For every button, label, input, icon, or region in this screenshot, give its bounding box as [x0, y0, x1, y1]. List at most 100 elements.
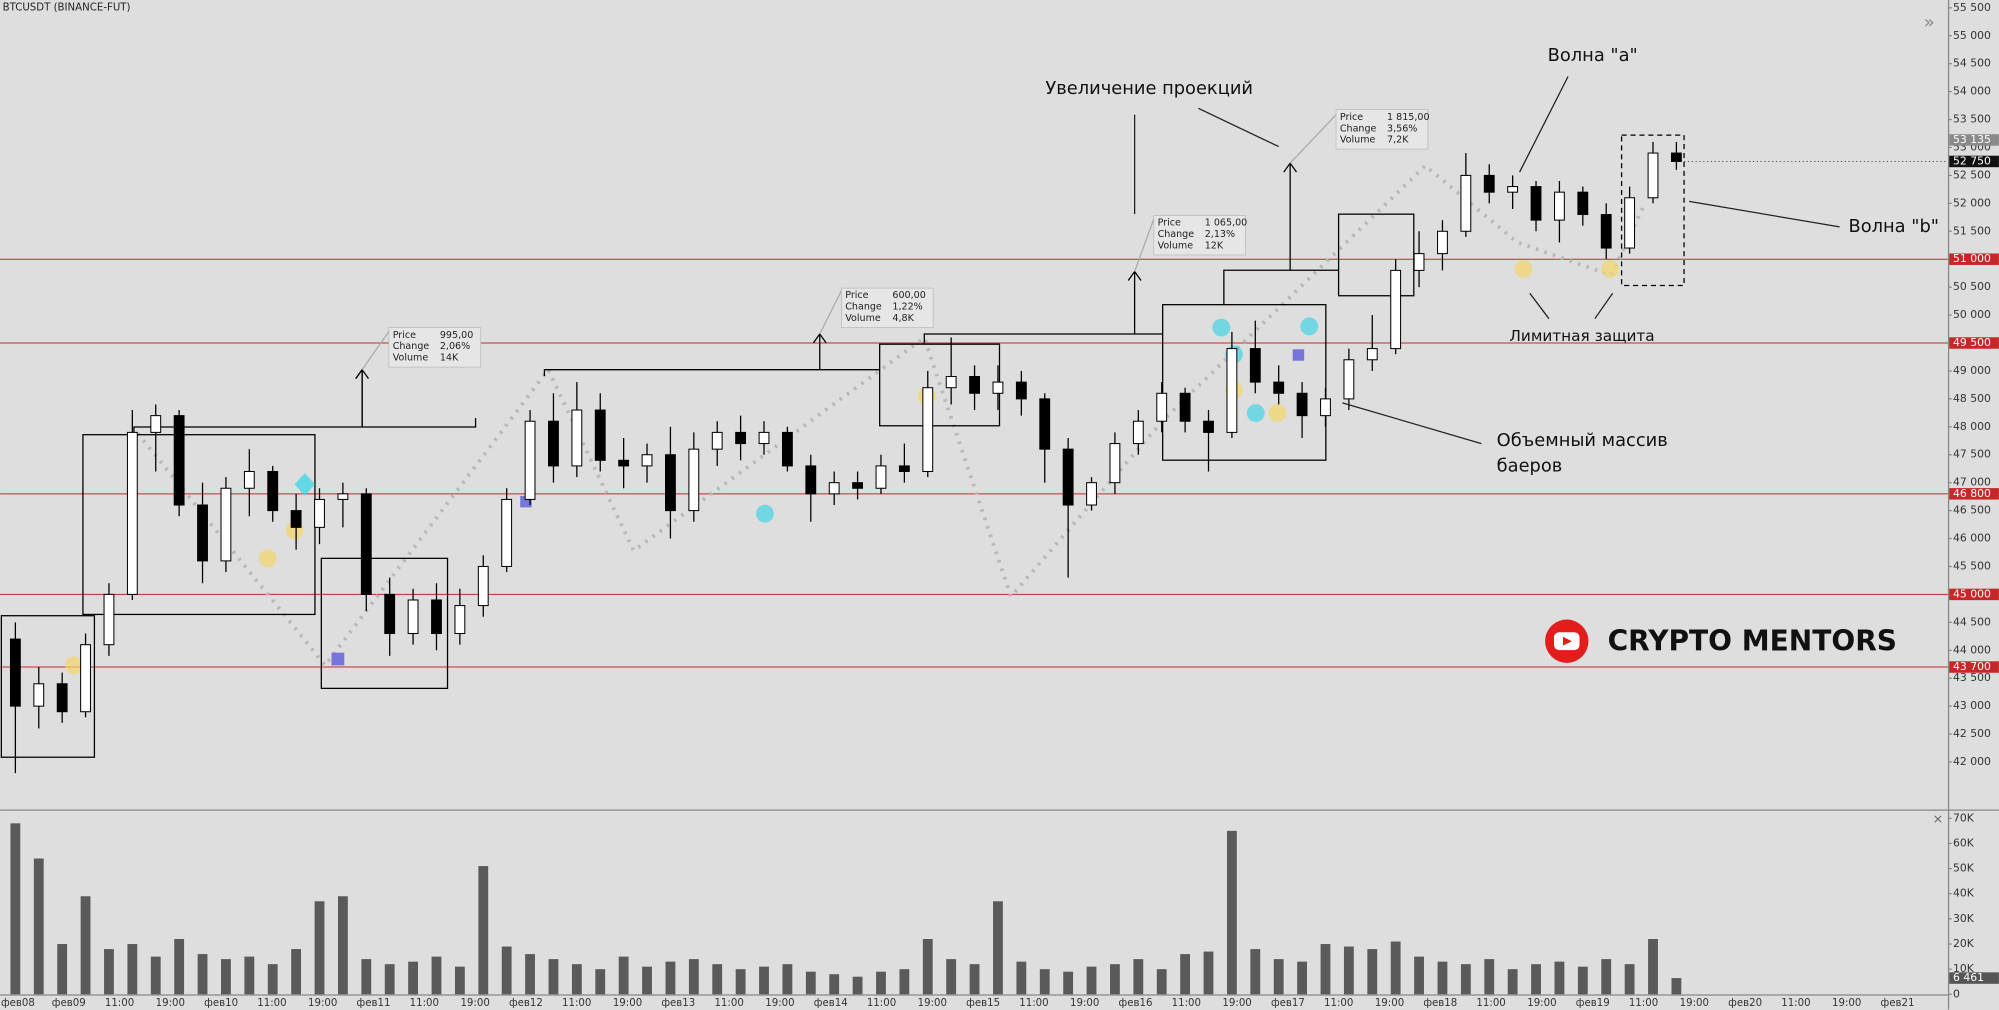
- y-tick-label: 47 500: [1953, 448, 1991, 461]
- pointer: [361, 331, 390, 371]
- volume-tick-label: 30K: [1953, 912, 1975, 925]
- callout-key: Price: [393, 330, 416, 341]
- callout-box: [1153, 215, 1246, 256]
- volume-bar: [759, 966, 769, 995]
- volume-tick-label: 40K: [1953, 887, 1975, 900]
- x-tick-label: 11:00: [1629, 998, 1658, 1009]
- callout-value: 995,00: [440, 330, 473, 341]
- callout-value: 1 065,00: [1205, 218, 1248, 229]
- marker: [1300, 317, 1319, 336]
- candle-body: [477, 565, 489, 607]
- volume-bar: [1648, 938, 1658, 995]
- candle-body: [828, 482, 840, 495]
- volume-bar: [1437, 961, 1448, 995]
- callout-key: Price: [845, 290, 868, 301]
- x-tick-label: фев13: [661, 998, 695, 1009]
- candle-body: [407, 599, 419, 635]
- volume-bar: [1554, 961, 1565, 995]
- candle-body: [875, 465, 887, 489]
- y-tick-label: 43 500: [1953, 671, 1991, 684]
- marker: [1212, 318, 1231, 337]
- x-tick-label: 19:00: [1832, 998, 1861, 1009]
- candle-body: [1226, 348, 1238, 433]
- volume-bar: [899, 969, 910, 995]
- level-tag-label: 49 500: [1953, 336, 1991, 349]
- y-tick-label: 53 500: [1953, 113, 1991, 126]
- volume-bar: [571, 964, 582, 995]
- volume-bar: [1343, 946, 1354, 995]
- x-tick-label: 19:00: [1070, 998, 1099, 1009]
- pointer: [1594, 292, 1614, 320]
- candle-body: [1624, 197, 1636, 249]
- candle-body: [805, 465, 817, 495]
- x-tick-label: 11:00: [1476, 998, 1505, 1009]
- close-pane-button[interactable]: ×: [1933, 812, 1944, 827]
- y-tick-label: 46 500: [1953, 504, 1991, 517]
- volume-bar: [712, 964, 723, 995]
- x-tick-label: 19:00: [156, 998, 185, 1009]
- pointer: [1529, 292, 1550, 320]
- x-tick-label: 19:00: [1375, 998, 1404, 1009]
- callout-value: 600,00: [892, 290, 925, 301]
- volume-bar: [595, 969, 606, 995]
- y-tick-label: 54 500: [1953, 57, 1991, 70]
- x-tick-label: фев08: [1, 998, 35, 1009]
- x-tick-label: 11:00: [410, 998, 439, 1009]
- logo-play: [1562, 636, 1572, 646]
- pointer: [1342, 402, 1482, 445]
- connector: [1223, 269, 1339, 305]
- volume-bar: [104, 949, 114, 995]
- x-tick-label: фев12: [509, 998, 543, 1009]
- level-tag: [1949, 588, 1999, 601]
- candle-body: [1483, 174, 1495, 193]
- connector: [133, 418, 477, 434]
- price-tag-label: 53 135: [1953, 133, 1991, 146]
- volume-bar: [267, 964, 278, 995]
- candle-body: [197, 504, 208, 562]
- x-tick-label: фев16: [1119, 998, 1153, 1009]
- level-tag-label: 43 700: [1953, 660, 1991, 673]
- volume-bar: [946, 959, 957, 995]
- marker: [1601, 260, 1620, 278]
- volume-bar: [852, 976, 863, 995]
- volume-bar: [829, 974, 840, 995]
- marker: [1246, 404, 1265, 422]
- candle-body: [688, 448, 700, 512]
- x-tick-label: фев10: [204, 998, 238, 1009]
- x-tick-label: 19:00: [918, 998, 947, 1009]
- y-tick-label: 50 000: [1953, 308, 1991, 321]
- candle-body: [758, 431, 770, 445]
- candle-body: [267, 470, 279, 512]
- candle-body: [337, 493, 349, 500]
- callout-key: Price: [1340, 112, 1363, 123]
- candle-body: [1109, 443, 1121, 484]
- candle-body: [1647, 152, 1659, 199]
- candle-body: [9, 638, 21, 707]
- callout-key: Volume: [1340, 135, 1376, 146]
- candle-body: [711, 431, 723, 450]
- pointer: [1134, 219, 1155, 272]
- callout-value: 2,13%: [1205, 229, 1235, 240]
- candle-body: [898, 465, 910, 473]
- callout-value: 14K: [440, 353, 459, 364]
- candle-body: [1203, 420, 1214, 433]
- candle-body: [1390, 269, 1402, 350]
- x-tick-label: фев14: [814, 998, 848, 1009]
- pointer: [1198, 107, 1279, 148]
- collapse-button[interactable]: »: [1924, 12, 1935, 33]
- candle-body: [1554, 191, 1565, 221]
- brand-name: CRYPTO MENTORS: [1608, 624, 1897, 657]
- candle-body: [1015, 381, 1027, 400]
- x-tick-label: 19:00: [460, 998, 489, 1009]
- x-tick-label: 11:00: [562, 998, 591, 1009]
- volume-bar: [150, 956, 161, 995]
- volume-bar: [127, 944, 138, 995]
- candle-body: [524, 420, 536, 500]
- callout-key: Change: [1340, 123, 1377, 134]
- marker: [1292, 349, 1305, 361]
- volume-bar: [735, 969, 746, 995]
- x-tick-label: фев21: [1881, 998, 1915, 1009]
- volume-tag: [1949, 972, 1999, 984]
